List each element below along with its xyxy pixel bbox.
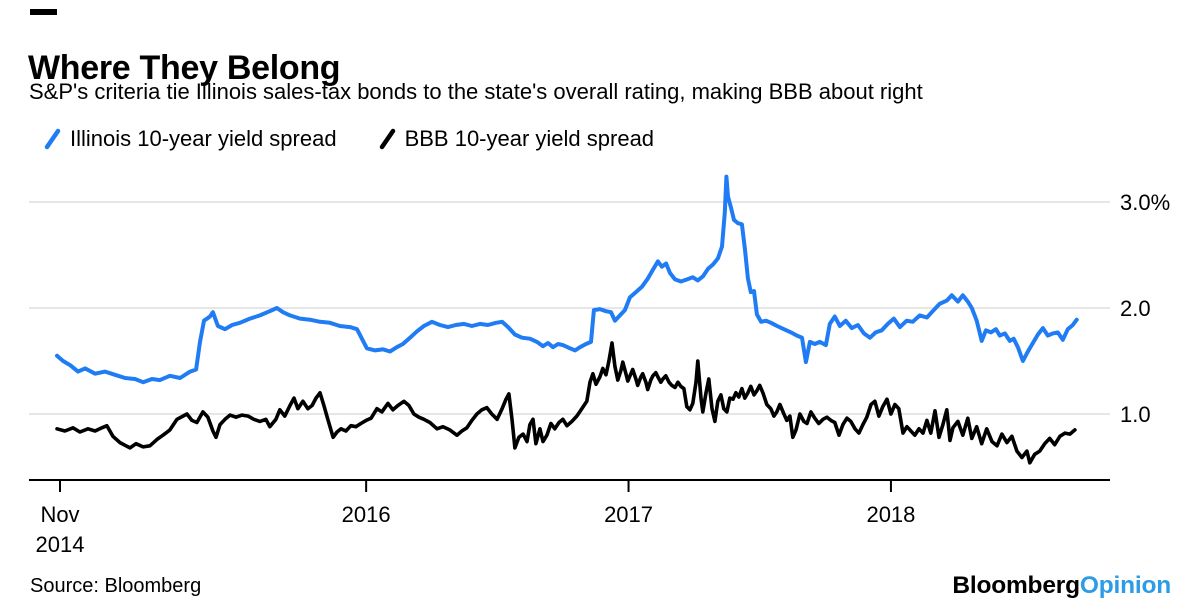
kicker-bar — [30, 9, 57, 15]
chart-legend: Illinois 10-year yield spread BBB 10-yea… — [44, 126, 696, 152]
legend-item-illinois: Illinois 10-year yield spread — [44, 126, 337, 152]
legend-item-bbb: BBB 10-year yield spread — [379, 126, 654, 152]
blue-slash-icon — [44, 128, 61, 150]
y-axis-label: 3.0% — [1120, 190, 1170, 215]
chart-subtitle: S&P's criteria tie Illinois sales-tax bo… — [29, 79, 923, 104]
logo-bloomberg: Bloomberg — [952, 572, 1080, 599]
y-axis-label: 1.0 — [1120, 402, 1151, 427]
x-tick-label: 2016 — [342, 502, 391, 527]
source-credit: Source: Bloomberg — [30, 575, 202, 597]
series-line-bbb — [55, 341, 1077, 465]
page-title: Where They Belong — [28, 48, 341, 87]
x-tick-label: 2017 — [604, 502, 653, 527]
x-tick-label: Nov — [40, 502, 79, 527]
legend-label-illinois: Illinois 10-year yield spread — [70, 126, 337, 151]
logo-opinion: Opinion — [1079, 572, 1171, 599]
y-axis-label: 2.0 — [1120, 296, 1151, 321]
series-line-illinois — [55, 174, 1079, 385]
black-slash-icon — [379, 128, 395, 150]
legend-label-bbb: BBB 10-year yield spread — [404, 126, 655, 151]
x-tick-label: 2018 — [866, 502, 915, 527]
bloomberg-opinion-logo: BloombergOpinion — [952, 572, 1171, 600]
x-tick-label: 2014 — [36, 532, 85, 557]
